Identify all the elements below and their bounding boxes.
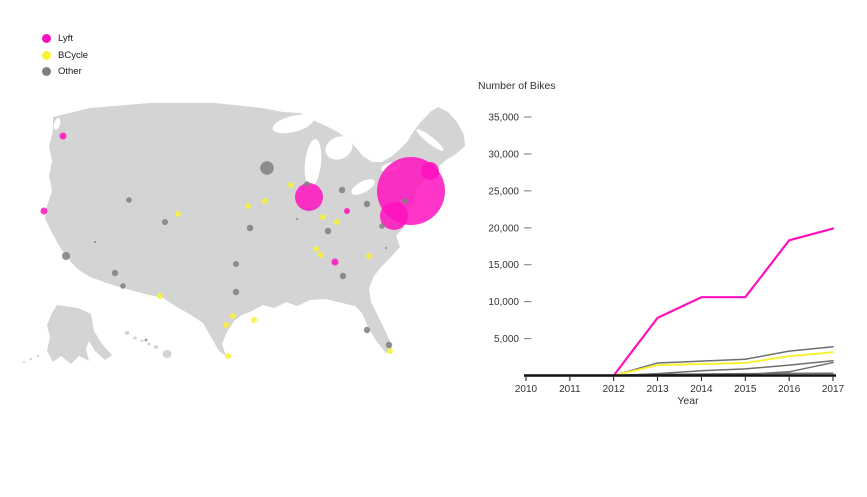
map-bubble-bcycle bbox=[251, 317, 257, 323]
map-bubble-lyft bbox=[59, 132, 67, 140]
alaska bbox=[47, 305, 112, 364]
map-bubble-other bbox=[385, 247, 387, 249]
x-tick-label: 2012 bbox=[603, 384, 626, 395]
map-bubble-other bbox=[111, 269, 119, 277]
legend-label-other: Other bbox=[58, 66, 82, 77]
bcycle-swatch-icon bbox=[42, 50, 51, 60]
map-bubble-other bbox=[324, 227, 332, 235]
y-tick-label: 25,000 bbox=[488, 186, 519, 197]
bikes-line-chart: Number of Bikes 5,000 10,000 15,000 20,000 2… bbox=[478, 80, 845, 407]
map-bubble-bcycle bbox=[225, 353, 231, 359]
map-bubble-other bbox=[338, 186, 346, 194]
x-tick-label: 2015 bbox=[734, 384, 757, 395]
y-tick-label: 20,000 bbox=[488, 223, 519, 234]
map-bubble-lyft bbox=[331, 258, 339, 266]
us-mainland bbox=[45, 103, 465, 356]
x-tick-label: 2010 bbox=[515, 384, 538, 395]
us-bubble-map bbox=[22, 103, 465, 364]
map-bubble-other bbox=[363, 200, 371, 208]
y-tick-label: 5,000 bbox=[494, 334, 519, 345]
map-bubble-other bbox=[296, 218, 298, 220]
x-tick-label: 2016 bbox=[778, 384, 801, 395]
map-bubble-bcycle bbox=[262, 198, 268, 204]
hawaii bbox=[124, 331, 172, 358]
map-bubble-bcycle bbox=[387, 348, 393, 354]
map-bubble-other bbox=[339, 272, 347, 280]
map-bubble-bcycle bbox=[245, 203, 251, 209]
y-tick-label: 15,000 bbox=[488, 260, 519, 271]
map-bubble-lyft bbox=[40, 207, 48, 215]
map-bubble-lyft bbox=[380, 202, 408, 230]
map-bubble-bcycle bbox=[157, 293, 163, 299]
map-bubble-other bbox=[402, 198, 408, 204]
map-bubble-bcycle bbox=[288, 182, 294, 188]
x-tick-label: 2011 bbox=[559, 384, 581, 395]
map-bubble-other bbox=[363, 326, 371, 334]
us-land bbox=[22, 103, 465, 364]
map-bubble-bcycle bbox=[320, 214, 326, 220]
lyft-swatch-icon bbox=[42, 34, 51, 43]
map-bubble-other bbox=[260, 161, 274, 175]
map-bubble-other bbox=[379, 223, 385, 229]
map-bubble-bcycle bbox=[175, 211, 181, 217]
map-bubble-bcycle bbox=[334, 219, 340, 225]
map-bubble-bcycle bbox=[230, 313, 236, 319]
legend: Lyft BCycle Other bbox=[42, 34, 88, 76]
map-bubble-bcycle bbox=[223, 322, 229, 328]
y-tick-label: 10,000 bbox=[488, 297, 519, 308]
map-bubble-other bbox=[232, 288, 240, 296]
legend-item-lyft: Lyft bbox=[42, 34, 88, 43]
map-bubble-other bbox=[246, 224, 254, 232]
map-bubble-bcycle bbox=[366, 253, 372, 259]
map-bubble-bcycle bbox=[313, 246, 319, 252]
map-bubble-lyft bbox=[421, 162, 439, 180]
map-bubble-other bbox=[385, 341, 393, 349]
y-tick-label: 30,000 bbox=[488, 149, 519, 160]
legend-label-bcycle: BCycle bbox=[58, 49, 89, 61]
line-series-lyft bbox=[524, 227, 835, 377]
legend-label-lyft: Lyft bbox=[58, 33, 73, 44]
map-bubble-other bbox=[120, 283, 126, 289]
other-swatch-icon bbox=[42, 67, 51, 76]
bubble-layer bbox=[40, 132, 445, 359]
aleutian-islands bbox=[22, 354, 40, 363]
y-tick-label: 35,000 bbox=[488, 113, 519, 124]
line-series-other bbox=[525, 345, 834, 377]
x-tick-label: 2013 bbox=[646, 384, 669, 395]
map-bubble-other bbox=[144, 338, 148, 342]
x-axis-title: Year bbox=[677, 395, 699, 407]
x-tick-label: 2017 bbox=[822, 384, 845, 395]
map-bubble-other bbox=[126, 197, 132, 203]
map-bubble-other bbox=[233, 261, 239, 267]
map-bubble-other bbox=[62, 252, 70, 260]
map-bubble-other bbox=[162, 219, 168, 225]
map-bubble-lyft bbox=[344, 208, 350, 214]
chart-plot-area: 5,000 10,000 15,000 20,000 25,000 30,000 35,00… bbox=[488, 113, 844, 396]
x-tick-label: 2014 bbox=[690, 384, 713, 395]
map-bubble-other bbox=[304, 181, 310, 187]
map-bubble-lyft bbox=[295, 183, 323, 211]
map-bubble-bcycle bbox=[318, 252, 324, 258]
map-bubble-other bbox=[94, 241, 96, 243]
legend-item-other: Other bbox=[42, 67, 88, 76]
chart-title: Number of Bikes bbox=[478, 80, 556, 92]
legend-item-bcycle: BCycle bbox=[42, 49, 89, 61]
